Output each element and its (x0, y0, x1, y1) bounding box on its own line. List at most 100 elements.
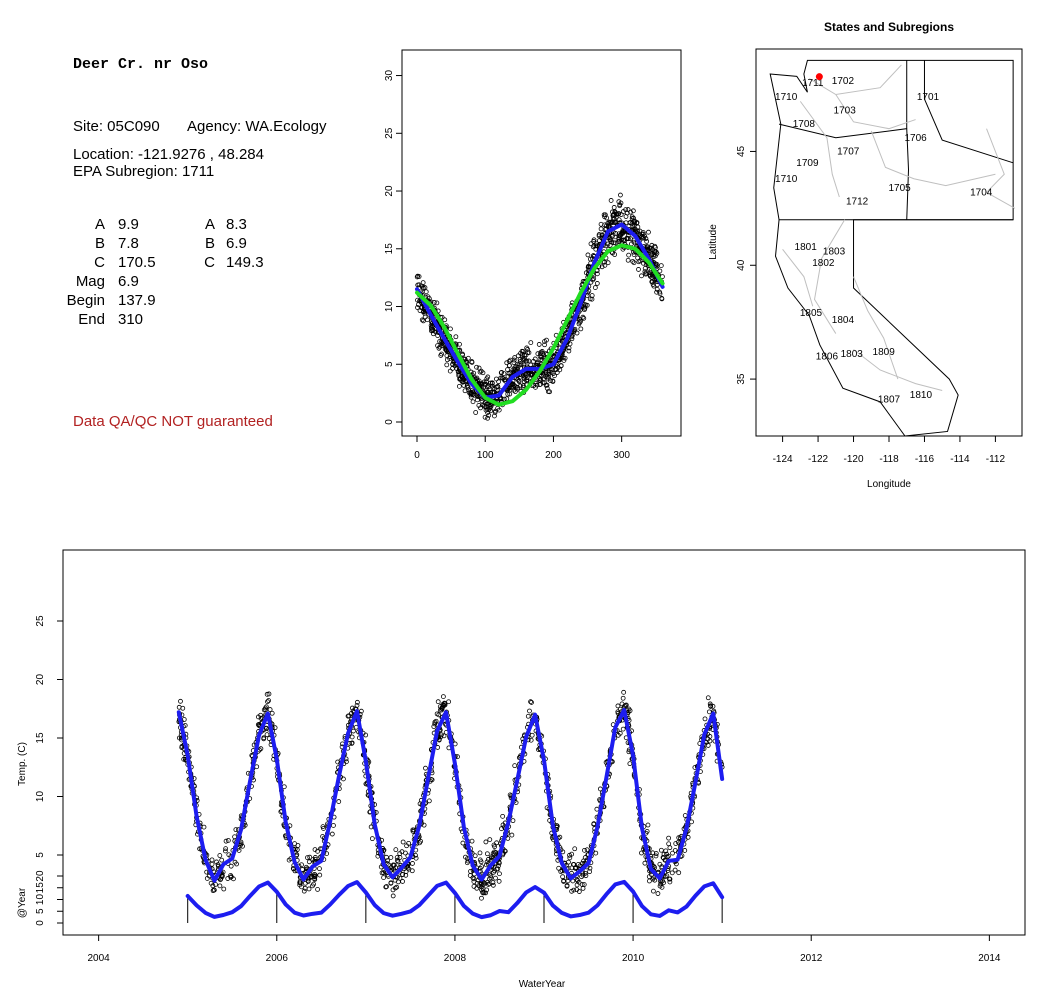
ts-observation-point (484, 859, 490, 865)
observation-point (421, 318, 426, 324)
ts-observation-point (311, 881, 316, 887)
ts-observation-point (238, 841, 244, 847)
ts-observation-point (435, 699, 441, 705)
observation-point (518, 383, 523, 389)
subregion-boundary (835, 94, 916, 130)
y-tick-label: 10 (384, 301, 395, 313)
param-left-value: 9.9 (118, 216, 139, 233)
x-tick-label: 300 (613, 450, 630, 461)
ts-observation-point (312, 874, 318, 880)
observation-point (654, 287, 660, 292)
observation-point (464, 360, 470, 366)
ts-y-tick-label: 15 (35, 732, 46, 744)
ts-observation-point (397, 855, 403, 860)
observation-point (607, 242, 613, 248)
ts-observation-point (658, 847, 664, 853)
observation-point (624, 210, 630, 216)
observation-point (498, 375, 504, 381)
ts-observation-point (431, 724, 437, 729)
observation-point (578, 326, 584, 332)
ts-observation-point (329, 831, 335, 837)
observation-point (566, 348, 572, 354)
observation-point (524, 358, 530, 364)
ts-observation-point (581, 882, 587, 887)
observation-point (512, 355, 518, 360)
ts-observation-point (336, 799, 342, 804)
subregion-label: 1702 (832, 76, 855, 87)
observation-point (640, 235, 646, 241)
ts-observation-point (440, 704, 446, 710)
observation-point (635, 229, 641, 234)
subregion-boundary (870, 130, 996, 187)
ts-observation-point (305, 878, 311, 884)
ts-observation-point (312, 856, 318, 862)
observation-point (479, 381, 485, 387)
ts-observation-point (403, 869, 409, 875)
observation-point (525, 350, 531, 355)
ts-observation-point (669, 870, 675, 876)
state-border (906, 128, 910, 220)
subregion-text: EPA Subregion: 1711 (73, 163, 215, 180)
ts-observation-point (406, 840, 412, 846)
observation-point (553, 367, 559, 372)
observation-point (414, 274, 420, 280)
observation-point (538, 381, 543, 387)
ts-observation-point (658, 881, 664, 887)
observation-point (628, 209, 633, 215)
time-series-chart: WaterYear Temp. (C) @Year 2004 2006 2008 20… (17, 549, 1026, 990)
observation-point (450, 362, 456, 367)
agency-text: Agency: WA.Ecology (187, 118, 327, 135)
observation-point (425, 294, 431, 300)
ts-observation-point (627, 708, 633, 714)
ts-observation-point (400, 839, 406, 845)
ts-observation-point (491, 842, 497, 848)
ts-observation-point (263, 707, 268, 713)
ts-observation-point (579, 882, 585, 887)
ts-observation-point (673, 841, 679, 846)
observation-point (460, 351, 465, 357)
ts-observation-point (591, 821, 597, 827)
observation-point (602, 222, 608, 228)
observation-point (592, 285, 598, 290)
ts-observation-point (471, 884, 477, 889)
observation-point (621, 228, 627, 234)
param-right-key: C (204, 254, 215, 271)
ts-observation-point (645, 822, 651, 828)
ts-observation-point (569, 865, 575, 871)
ts-observation-point (623, 703, 628, 708)
observation-point (639, 273, 644, 279)
observation-point (447, 354, 453, 360)
ts-observation-point (384, 854, 389, 860)
observation-point (629, 221, 635, 226)
map-x-tick-label: -112 (986, 454, 1006, 465)
observation-point (489, 380, 495, 386)
ts-observation-point (557, 834, 563, 840)
observation-point (544, 385, 550, 391)
ts-year-axis-label: @Year (17, 887, 28, 918)
ts-observation-point (494, 840, 499, 846)
observation-point (546, 371, 552, 377)
observation-point (652, 243, 658, 249)
ts-x-axis-label: WaterYear (519, 979, 566, 990)
ts-observation-point (440, 694, 446, 700)
observation-point (625, 257, 631, 263)
ts-observation-point (217, 883, 223, 889)
y-tick-label: 15 (384, 243, 395, 255)
ts-observation-point (219, 857, 225, 863)
observation-point (455, 369, 461, 375)
observation-point (550, 378, 556, 384)
ts-observation-point (483, 890, 489, 896)
observation-point (650, 279, 655, 285)
observation-point (462, 356, 468, 362)
observation-point (599, 264, 605, 270)
ts-observation-point (689, 819, 694, 825)
ts-observation-point (650, 888, 656, 894)
observation-point (580, 314, 586, 320)
green-fit-line (415, 243, 665, 407)
observation-point (533, 384, 538, 390)
observation-point (456, 383, 462, 389)
ts-observation-point (437, 704, 443, 710)
ts-observation-point (584, 847, 590, 853)
observation-point (516, 379, 522, 384)
ts-observation-point (567, 855, 573, 861)
